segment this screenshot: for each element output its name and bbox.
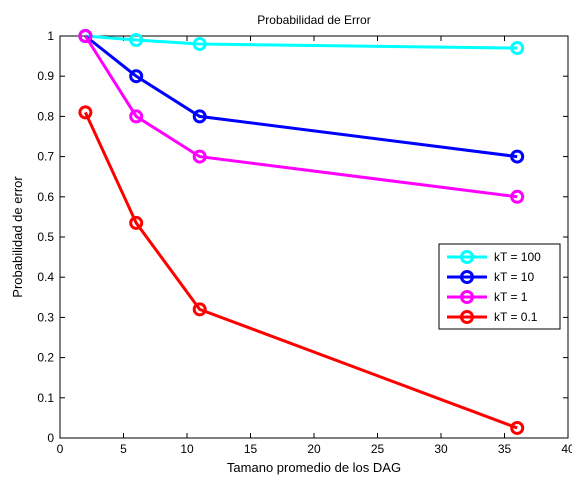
y-tick-label: 0.7	[37, 150, 54, 164]
y-tick-label: 1	[47, 29, 54, 43]
data-point-marker	[192, 302, 207, 317]
legend-swatch-marker	[460, 310, 474, 324]
legend-swatch-marker	[460, 290, 474, 304]
data-point-marker	[510, 420, 525, 435]
y-tick-label: 0.8	[37, 109, 54, 123]
x-tick-label: 30	[434, 442, 448, 456]
series-line-1	[84, 34, 518, 159]
x-tick-label: 20	[307, 442, 321, 456]
x-axis-label: Tamano promedio de los DAG	[227, 460, 401, 475]
data-point-marker	[192, 37, 207, 52]
y-tick-label: 0.4	[37, 270, 54, 284]
legend-label: kT = 0.1	[494, 310, 538, 324]
data-point-marker	[510, 149, 525, 164]
series-line-2	[84, 35, 518, 199]
data-point-marker	[129, 215, 144, 230]
y-axis-label: Probabilidad de error	[10, 176, 25, 298]
legend-label: kT = 10	[494, 270, 534, 284]
legend-label: kT = 100	[494, 250, 541, 264]
legend: kT = 100 kT = 10 kT = 1 kT = 0.1	[438, 243, 561, 330]
data-point-marker	[510, 189, 525, 204]
series-line-3	[84, 111, 518, 430]
plot-area	[59, 35, 569, 439]
x-tick-label: 35	[498, 442, 512, 456]
chart-title: Probabilidad de Error	[257, 13, 370, 27]
series-line-0	[85, 34, 518, 50]
y-tick-label: 0.9	[37, 69, 54, 83]
data-point-marker	[78, 105, 93, 120]
y-tick-label: 0.1	[37, 391, 54, 405]
x-tick-label: 40	[561, 442, 572, 456]
y-tick-label: 0.3	[37, 310, 54, 324]
data-point-marker	[129, 69, 144, 84]
data-point-marker	[129, 109, 144, 124]
x-tick-label: 10	[180, 442, 194, 456]
data-point-marker	[192, 109, 207, 124]
legend-swatch-marker	[460, 270, 474, 284]
data-point-marker	[510, 41, 525, 56]
data-point-marker	[129, 33, 144, 48]
data-point-marker	[78, 29, 93, 43]
x-tick-label: 5	[120, 442, 127, 456]
x-tick-label: 25	[371, 442, 385, 456]
data-point-marker	[192, 149, 207, 164]
y-tick-label: 0.2	[37, 351, 54, 365]
y-tick-label: 0	[47, 431, 54, 445]
x-tick-label: 15	[244, 442, 258, 456]
legend-swatch-marker	[460, 250, 474, 264]
legend-label: kT = 1	[494, 290, 528, 304]
x-tick-label: 0	[57, 442, 64, 456]
series-lines	[78, 29, 525, 435]
y-tick-label: 0.5	[37, 230, 54, 244]
axis-ticks: 0 5 10 15 20 25 30 35 40 0 0.1 0.2 0.3 0.4 0.5 0.6 0.7 0.…	[37, 29, 572, 456]
y-tick-label: 0.6	[37, 190, 54, 204]
